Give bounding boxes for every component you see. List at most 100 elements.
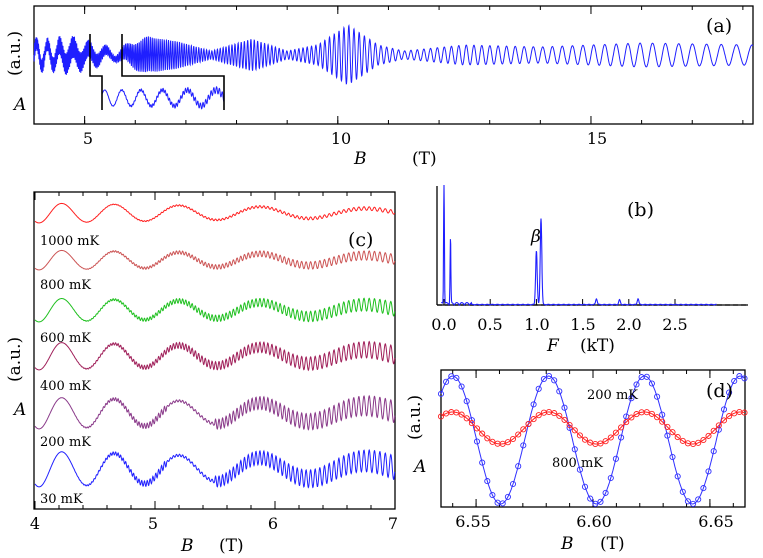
d-trace-200mk-marker (664, 432, 671, 439)
panel-b-beta-annotation: β (530, 227, 541, 247)
d-trace-800mk-marker (556, 412, 563, 419)
d-trace-800mk-marker (618, 424, 625, 431)
d-trace-200mk-marker (597, 498, 604, 505)
panel-c-ticks (34, 192, 396, 509)
d-xtick-665: 6.65 (698, 512, 734, 531)
d-trace-800mk-marker (520, 426, 527, 433)
d-trace-800mk (440, 411, 746, 445)
d-trace-200mk-marker (556, 388, 563, 395)
d-trace-200mk-marker (458, 383, 465, 390)
d-trace-200mk-marker (690, 500, 697, 507)
d-trace-800mk-marker (484, 435, 491, 442)
c-label-800mk: 800 mK (40, 278, 91, 293)
d-trace-200mk-marker (484, 478, 491, 485)
panel-a: (a) 5 10 15 B (T) A (a.u.) (5, 5, 754, 169)
d-trace-800mk-marker (664, 423, 671, 430)
d-trace-800mk-marker (710, 427, 717, 434)
d-trace-800mk-marker (633, 411, 640, 418)
d-trace-800mk-marker (741, 409, 748, 416)
d-trace-200mk-marker (437, 390, 445, 397)
a-yunit: (a.u.) (5, 31, 25, 76)
d-trace-800mk-marker (705, 432, 712, 439)
d-trace-800mk-marker (700, 436, 707, 444)
d-trace-800mk-marker (602, 438, 609, 445)
panel-a-curve (33, 23, 754, 85)
panel-a-inset-bracket (89, 34, 225, 110)
d-trace-800mk-marker (654, 414, 661, 421)
b-xtick-20: 2.0 (616, 315, 641, 334)
c-trace-200mk (34, 394, 396, 431)
a-ylabel: A (12, 95, 26, 115)
d-trace-200mk-marker (540, 375, 547, 383)
d-trace-200mk-marker (736, 373, 743, 380)
c-xtick-4: 4 (30, 514, 40, 533)
d-trace-200mk-marker (571, 446, 578, 453)
d-trace-200mk-marker (592, 500, 599, 507)
d-trace-200mk-marker (602, 489, 609, 496)
d-xlabel: B (560, 534, 574, 554)
d-trace-800mk-marker (525, 420, 532, 428)
d-trace-200mk-marker (489, 491, 496, 499)
c-xunit: (T) (219, 536, 244, 556)
d-trace-200mk-marker (669, 453, 676, 461)
panel-d-label: (d) (706, 380, 733, 402)
b-xtick-25: 2.5 (662, 315, 687, 334)
panel-d-ticks (452, 370, 734, 507)
d-trace-800mk-marker (628, 414, 635, 421)
d-trace-200mk-marker (576, 466, 583, 473)
d-trace-200mk-marker (545, 372, 553, 380)
d-trace-800mk-marker (648, 410, 655, 417)
d-trace-800mk-marker (561, 416, 568, 423)
c-trace-800mk (34, 249, 396, 271)
c-ylabel: A (12, 400, 26, 420)
d-trace-200mk-marker (726, 389, 733, 396)
d-trace-800mk-marker (597, 440, 604, 447)
d-trace-200mk-marker (705, 468, 712, 475)
d-trace-800mk-marker (612, 429, 619, 436)
d-trace-200mk-marker (633, 381, 640, 388)
d-trace-200mk-marker (654, 393, 661, 400)
d-yunit: (a.u.) (405, 395, 425, 440)
d-trace-800mk-marker (468, 420, 475, 427)
a-xunit: (T) (412, 149, 437, 169)
d-trace-200mk-marker (674, 473, 681, 480)
d-ylabel: A (412, 457, 426, 477)
d-trace-200mk-marker (741, 375, 748, 382)
d-trace-800mk-marker (695, 439, 702, 446)
d-label-200mk: 200 mK (587, 388, 638, 403)
d-trace-200mk-marker (700, 485, 707, 492)
c-yunit: (a.u.) (5, 337, 25, 382)
c-trace-1000mk (34, 202, 396, 224)
panel-c: (c) 1000 mK 800 mK 600 mK 400 mK 200 mK … (5, 191, 398, 556)
c-label-600mk: 600 mK (40, 331, 91, 346)
panel-c-frame (33, 191, 396, 510)
d-trace-200mk-marker (473, 438, 481, 445)
d-trace-800mk-marker (679, 437, 686, 444)
d-trace-800mk-marker (581, 436, 589, 443)
d-trace-800mk-marker (453, 409, 460, 416)
panel-a-ticks (33, 6, 744, 124)
d-trace-800mk-marker (623, 419, 630, 426)
d-trace-800mk-marker (499, 440, 506, 447)
c-trace-600mk (34, 297, 396, 323)
d-trace-200mk-marker (530, 401, 537, 408)
d-trace-200mk-marker (504, 493, 511, 500)
d-trace-200mk-marker (587, 495, 594, 502)
c-label-1000mk: 1000 mK (40, 234, 100, 249)
b-xlabel: F (546, 336, 560, 356)
d-trace-800mk-marker (437, 413, 445, 420)
panel-b-spectrum (441, 184, 717, 307)
panel-a-frame (33, 5, 754, 125)
d-trace-800mk-marker (458, 411, 465, 418)
c-trace-400mk (34, 340, 396, 372)
d-trace-800mk-marker (726, 413, 733, 420)
panel-a-label: (a) (706, 15, 732, 37)
d-trace-200mk-marker (463, 398, 470, 405)
d-xtick-660: 6.60 (576, 512, 612, 531)
d-trace-200mk-marker (499, 500, 506, 507)
c-label-30mk: 30 mK (40, 492, 83, 507)
d-trace-200mk-marker (618, 434, 625, 441)
d-trace-200mk-marker (551, 377, 558, 384)
d-trace-800mk-marker (674, 434, 681, 441)
